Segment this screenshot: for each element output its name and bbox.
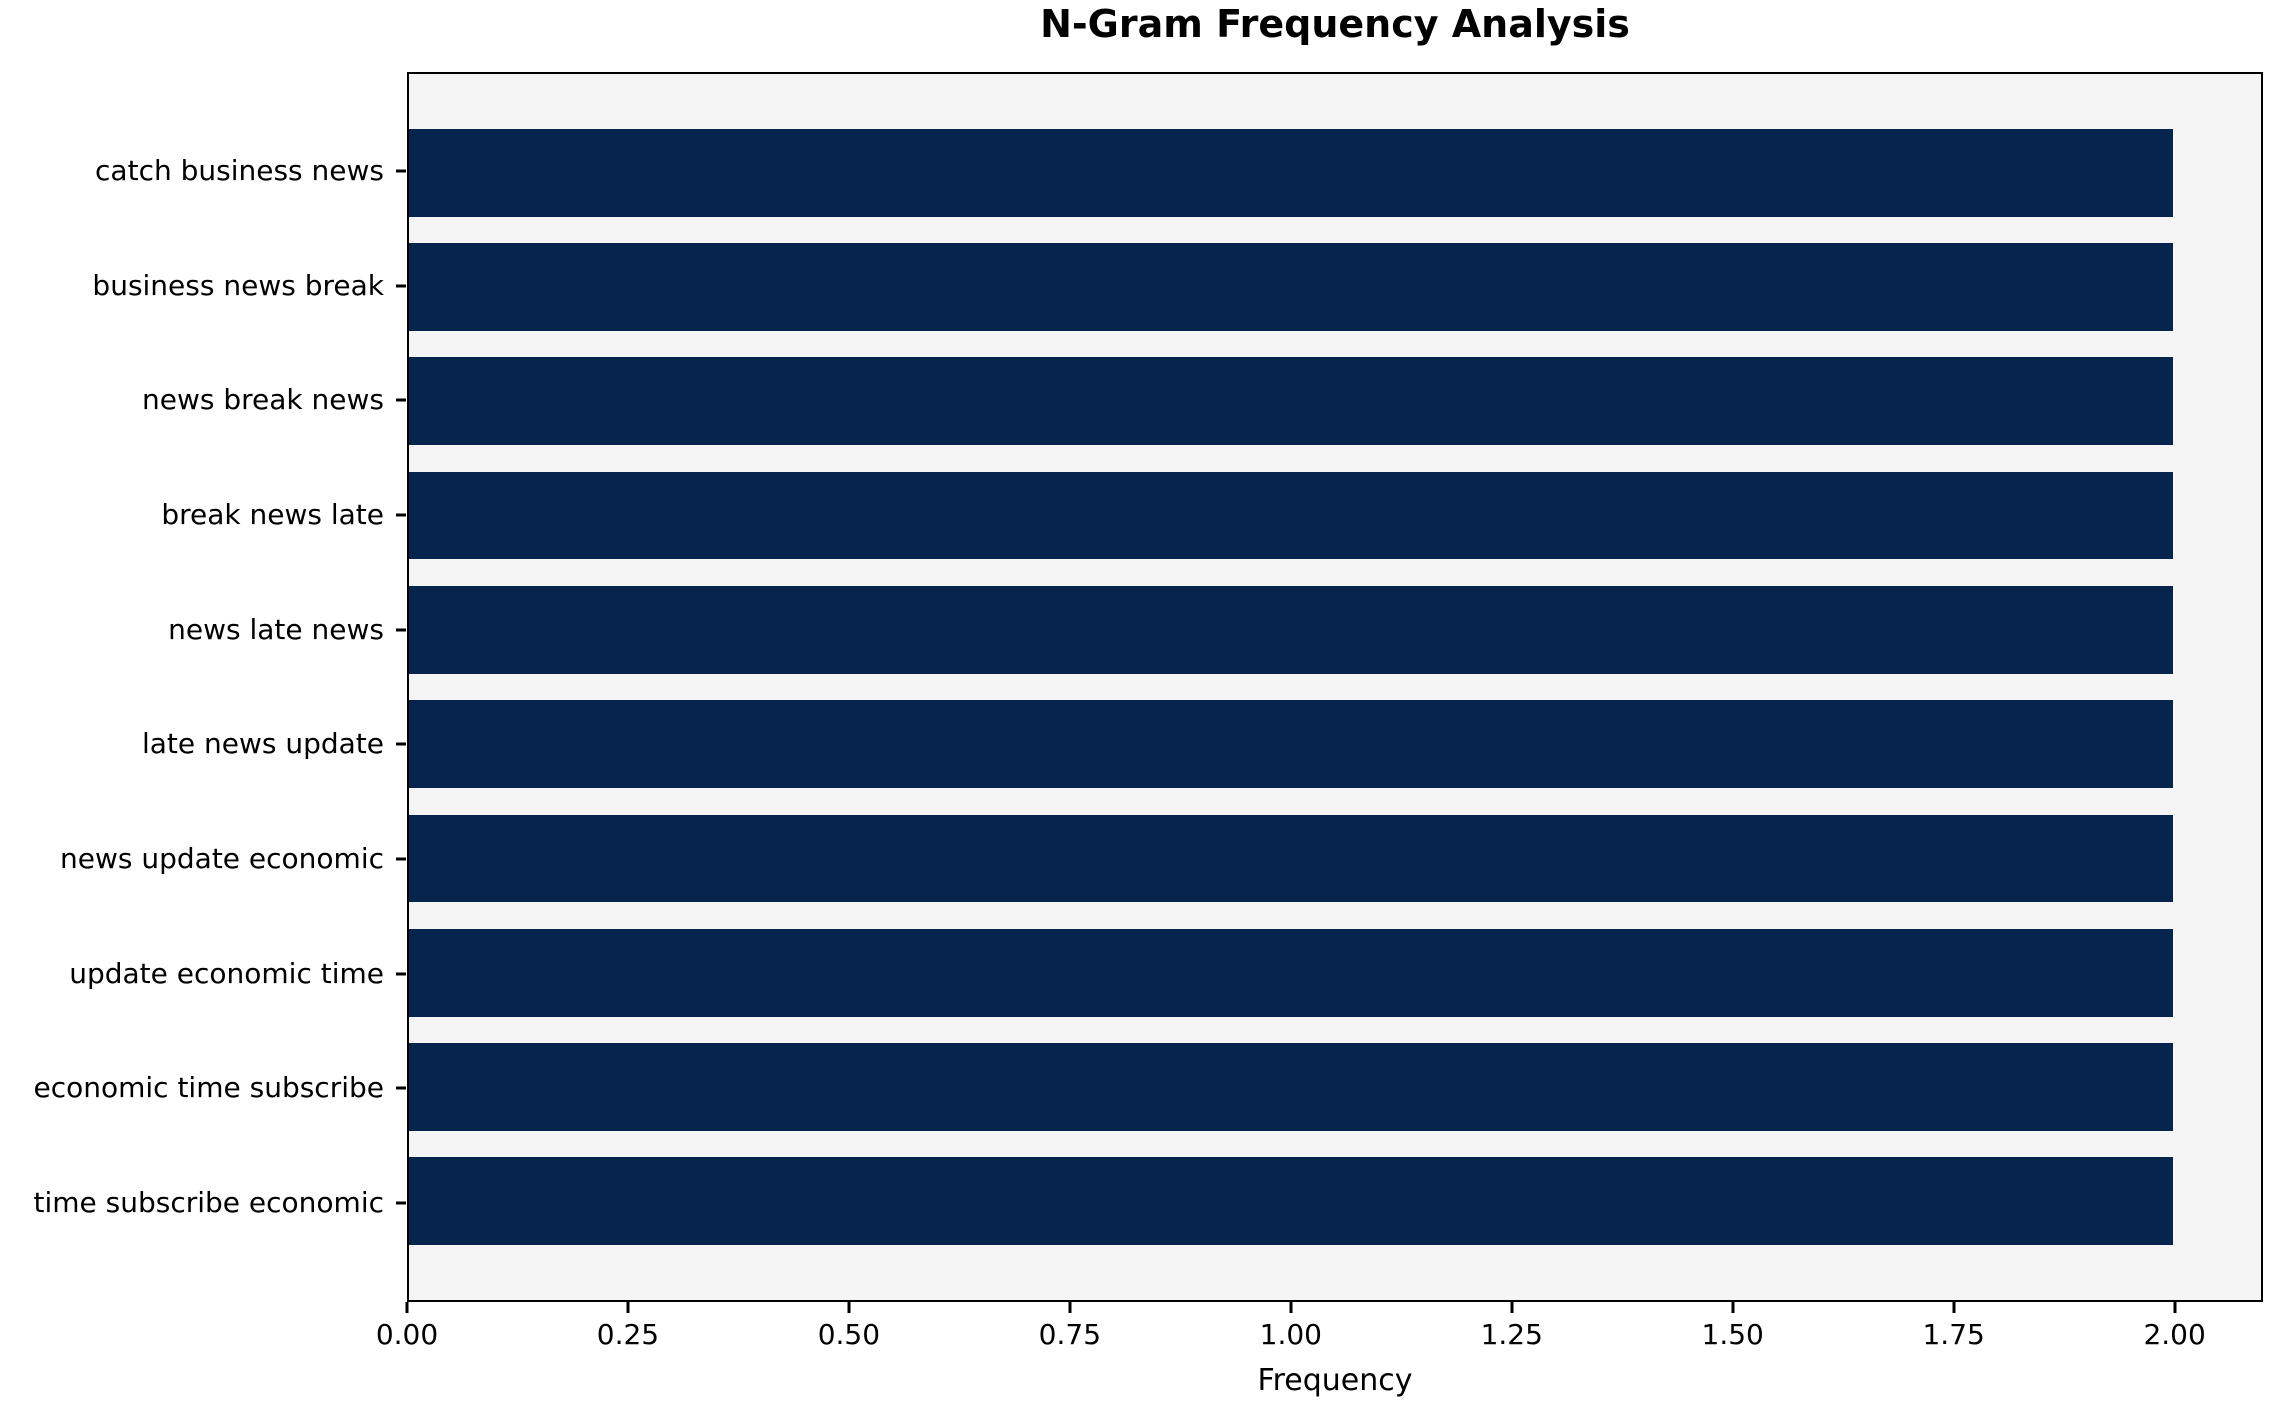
y-tick-label: news late news bbox=[168, 612, 384, 646]
plot-area bbox=[407, 72, 2263, 1302]
y-tick-mark bbox=[396, 513, 406, 517]
x-tick-mark bbox=[1068, 1302, 1072, 1313]
x-tick-mark bbox=[2173, 1302, 2177, 1313]
x-tick-label: 0.25 bbox=[596, 1318, 660, 1351]
x-axis-title: Frequency bbox=[1257, 1363, 1413, 1398]
bar-late-news-update bbox=[409, 700, 2173, 788]
y-tick-mark bbox=[396, 742, 406, 746]
bar-news-update-economic bbox=[409, 814, 2173, 903]
y-tick-label: news update economic bbox=[60, 842, 384, 875]
x-tick-mark bbox=[626, 1302, 630, 1313]
x-tick-label: 1.00 bbox=[1259, 1318, 1322, 1351]
chart-title: N-Gram Frequency Analysis bbox=[1040, 2, 1630, 46]
x-tick-mark bbox=[1510, 1302, 1514, 1313]
x-tick-label: 2.00 bbox=[2143, 1318, 2206, 1351]
y-tick-mark bbox=[396, 1086, 406, 1090]
x-tick-label: 0.50 bbox=[817, 1318, 881, 1351]
y-tick-mark bbox=[396, 398, 406, 402]
bar-break-news-late bbox=[409, 471, 2173, 560]
bar-news-break-news bbox=[409, 357, 2173, 446]
y-tick-mark bbox=[396, 284, 406, 288]
y-tick-mark bbox=[396, 628, 406, 632]
x-tick-label: 0.75 bbox=[1038, 1318, 1102, 1351]
y-tick-mark bbox=[396, 1201, 406, 1205]
y-tick-label: update economic time bbox=[69, 956, 384, 990]
bar-business-news-break bbox=[409, 243, 2173, 331]
y-tick-label: economic time subscribe bbox=[33, 1071, 384, 1105]
y-tick-mark bbox=[396, 857, 406, 861]
x-tick-mark bbox=[1731, 1302, 1735, 1313]
y-tick-mark bbox=[396, 972, 406, 976]
y-tick-label: break news late bbox=[161, 497, 384, 531]
x-tick-mark bbox=[405, 1302, 409, 1313]
x-tick-mark bbox=[1952, 1302, 1956, 1313]
bar-update-economic-time bbox=[409, 928, 2173, 1017]
y-tick-label: time subscribe economic bbox=[33, 1186, 384, 1219]
x-tick-label: 1.50 bbox=[1701, 1318, 1764, 1351]
y-tick-label: catch business news bbox=[95, 154, 384, 187]
x-tick-label: 1.75 bbox=[1922, 1318, 1985, 1351]
x-axis-ticks: 0.00 0.25 0.50 0.75 1.00 1.25 1.50 1.75 2.00 bbox=[376, 1302, 2263, 1364]
y-axis-labels: catch business news business news break ne… bbox=[0, 72, 384, 1302]
y-tick-label: business news break bbox=[92, 268, 384, 302]
x-tick-label: 0.00 bbox=[375, 1318, 439, 1351]
bar-economic-time-subscribe bbox=[409, 1043, 2173, 1131]
x-tick-label: 1.25 bbox=[1480, 1318, 1543, 1351]
y-tick-label: late news update bbox=[141, 727, 384, 761]
y-tick-mark bbox=[396, 169, 406, 173]
bar-time-subscribe-economic bbox=[409, 1157, 2173, 1246]
y-axis-ticks bbox=[396, 72, 406, 1302]
bar-news-late-news bbox=[409, 585, 2173, 674]
bar-catch-business-news bbox=[409, 128, 2173, 217]
x-tick-mark bbox=[1289, 1302, 1293, 1313]
x-tick-mark bbox=[847, 1302, 851, 1313]
y-tick-label: news break news bbox=[142, 383, 384, 417]
